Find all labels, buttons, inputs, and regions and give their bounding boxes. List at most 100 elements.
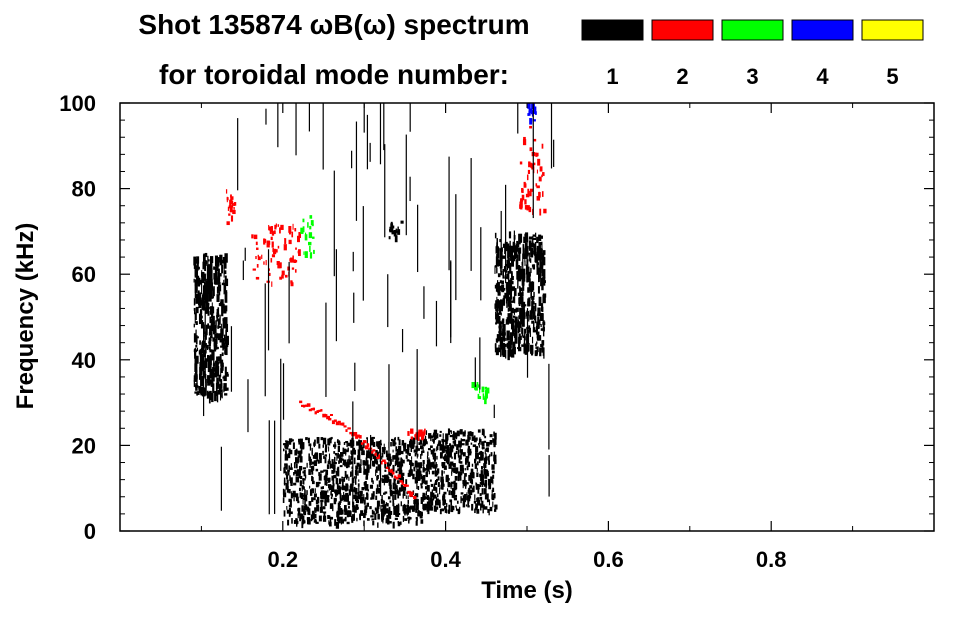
spectral-point xyxy=(394,235,398,243)
spectral-point xyxy=(364,510,367,516)
spectral-point xyxy=(314,456,318,459)
spectral-point xyxy=(288,448,291,453)
spectral-point xyxy=(527,103,531,109)
spectral-point xyxy=(536,236,539,244)
spectral-point xyxy=(336,440,341,443)
spectral-point xyxy=(349,439,352,447)
spectral-point xyxy=(200,386,204,396)
spectral-point xyxy=(524,260,526,266)
spectral-point xyxy=(530,162,532,169)
spectral-point xyxy=(478,438,481,445)
spectral-point xyxy=(298,438,301,443)
spectral-point xyxy=(223,305,228,312)
spectral-point xyxy=(344,461,346,467)
spectral-point xyxy=(479,493,482,496)
spectral-point xyxy=(485,493,489,500)
spectral-point xyxy=(298,465,303,471)
spectral-point xyxy=(496,242,498,251)
spectral-point xyxy=(507,341,511,350)
spectral-point xyxy=(301,485,303,492)
spectral-point xyxy=(194,370,198,378)
spectral-point xyxy=(466,465,469,471)
spectral-point xyxy=(217,313,220,317)
spectral-streak xyxy=(265,108,267,125)
spectral-point xyxy=(335,470,338,476)
spectral-point xyxy=(374,513,377,520)
spectral-point xyxy=(532,119,536,122)
spectral-point xyxy=(339,498,343,502)
spectral-point xyxy=(473,438,477,443)
spectral-point xyxy=(542,347,545,356)
spectral-point xyxy=(442,443,444,448)
spectral-point xyxy=(485,453,487,459)
spectral-point xyxy=(320,499,324,503)
spectral-point xyxy=(444,499,447,504)
spectral-point xyxy=(288,465,291,470)
spectral-point xyxy=(481,386,485,393)
spectral-point xyxy=(540,255,544,260)
spectral-point xyxy=(534,303,537,312)
spectral-point xyxy=(424,486,428,490)
spectral-point xyxy=(343,441,346,445)
spectral-point xyxy=(526,271,528,283)
spectral-point xyxy=(328,453,331,460)
spectral-point xyxy=(530,281,534,292)
spectral-point xyxy=(403,509,407,514)
spectral-point xyxy=(376,487,379,493)
spectral-point xyxy=(407,499,410,504)
x-tick-label: 0.4 xyxy=(430,547,461,572)
spectral-point xyxy=(507,270,510,280)
spectral-point xyxy=(347,464,349,468)
spectral-point xyxy=(383,482,385,486)
spectral-streak xyxy=(295,103,297,156)
spectral-point xyxy=(483,483,488,487)
spectral-point xyxy=(510,258,512,261)
spectral-point xyxy=(344,470,347,478)
spectral-point xyxy=(328,438,330,446)
spectral-point xyxy=(542,293,547,298)
spectral-point xyxy=(333,419,337,422)
spectral-point xyxy=(331,420,335,425)
spectral-point xyxy=(375,495,378,500)
spectral-point xyxy=(200,272,203,278)
spectral-point xyxy=(213,278,216,285)
spectral-point xyxy=(313,441,316,448)
spectral-point xyxy=(392,482,395,490)
spectral-point xyxy=(290,491,292,499)
spectral-point xyxy=(297,508,299,512)
spectral-point xyxy=(209,256,214,264)
spectral-point xyxy=(507,261,511,269)
spectral-point xyxy=(500,271,503,276)
spectral-streak xyxy=(423,286,425,319)
spectral-point xyxy=(328,459,331,465)
spectral-point xyxy=(410,447,413,453)
spectral-point xyxy=(496,296,498,300)
spectral-point xyxy=(200,315,203,319)
spectral-point xyxy=(400,457,403,465)
spectral-point xyxy=(283,480,286,485)
spectral-point xyxy=(536,346,539,353)
spectral-point xyxy=(453,494,458,498)
spectral-point xyxy=(506,287,509,297)
spectral-point xyxy=(497,291,501,296)
spectral-point xyxy=(395,446,398,452)
spectral-point xyxy=(484,435,487,439)
spectral-point xyxy=(377,451,380,456)
spectral-point xyxy=(294,469,297,474)
spectral-point xyxy=(206,344,209,350)
spectral-point xyxy=(383,492,386,495)
spectral-point xyxy=(341,519,345,524)
spectral-point xyxy=(540,323,542,328)
spectral-point xyxy=(199,280,203,285)
spectral-point xyxy=(480,438,482,445)
spectral-point xyxy=(301,485,304,490)
spectral-point xyxy=(434,486,436,490)
spectral-point xyxy=(402,516,405,520)
spectral-point xyxy=(508,285,511,295)
spectral-point xyxy=(478,487,480,490)
spectral-point xyxy=(289,508,291,512)
spectral-point xyxy=(285,483,289,490)
spectral-point xyxy=(348,476,350,481)
spectral-point xyxy=(288,504,292,508)
